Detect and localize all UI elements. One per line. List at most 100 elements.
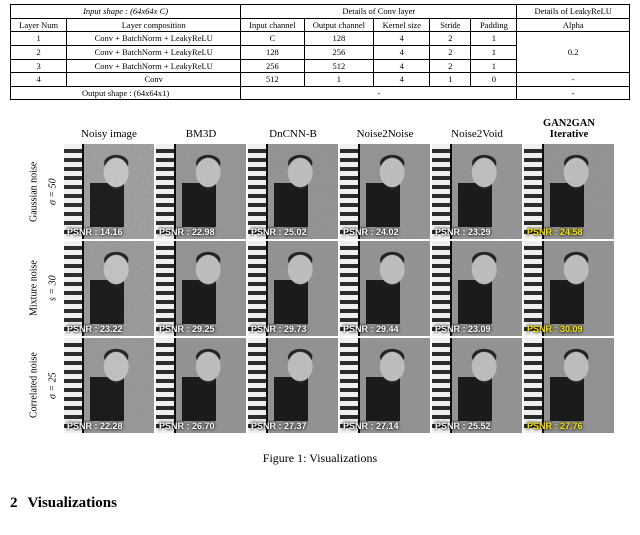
- cell-out: 1: [304, 73, 374, 87]
- figure-cell: PSNR : 27.37: [248, 338, 338, 433]
- col-ksize: Kernel size: [374, 18, 430, 32]
- figure-cell: PSNR : 27.76: [524, 338, 614, 433]
- header-input-shape: Input shape : (64x64x C): [11, 5, 241, 19]
- figure-cell: PSNR : 29.44: [340, 241, 430, 336]
- cell-comp: Conv + BatchNorm + LeakyReLU: [67, 45, 241, 59]
- header-leaky-details: Details of LeakyReLU: [517, 5, 630, 19]
- architecture-table: Input shape : (64x64x C) Details of Conv…: [10, 4, 630, 100]
- psnr-label: PSNR : 29.44: [340, 322, 430, 336]
- table-row: 1 Conv + BatchNorm + LeakyReLU C 128 4 2…: [11, 32, 630, 46]
- cell-s: 2: [430, 32, 471, 46]
- table-header-top: Input shape : (64x64x C) Details of Conv…: [11, 5, 630, 19]
- column-header: DnCNN-B: [248, 128, 338, 142]
- cell-output-shape: Output shape : (64x64x1): [11, 86, 241, 100]
- figure-caption: Figure 1: Visualizations: [10, 451, 630, 466]
- table-row: 4 Conv 512 1 4 1 0 -: [11, 73, 630, 87]
- figure-cell: PSNR : 27.14: [340, 338, 430, 433]
- section-number: 2: [10, 495, 18, 511]
- cell-s: 2: [430, 45, 471, 59]
- column-header: Noise2Void: [432, 128, 522, 142]
- col-alpha: Alpha: [517, 18, 630, 32]
- row-label-noise-type: Mixture noise: [26, 241, 42, 336]
- page: Input shape : (64x64x C) Details of Conv…: [0, 0, 640, 522]
- cell-p: 1: [471, 59, 517, 73]
- psnr-label: PSNR : 24.02: [340, 225, 430, 239]
- figure-cell: PSNR : 24.02: [340, 144, 430, 239]
- psnr-label: PSNR : 22.28: [64, 419, 154, 433]
- psnr-label: PSNR : 27.76: [524, 419, 614, 433]
- cell-n: 3: [11, 59, 67, 73]
- psnr-label: PSNR : 26.70: [156, 419, 246, 433]
- figure-cell: PSNR : 29.73: [248, 241, 338, 336]
- cell-in: 256: [241, 59, 304, 73]
- column-header: BM3D: [156, 128, 246, 142]
- cell-k: 4: [374, 32, 430, 46]
- psnr-label: PSNR : 30.09: [524, 322, 614, 336]
- section-title-text: Visualizations: [28, 495, 117, 511]
- column-header: Noise2Noise: [340, 128, 430, 142]
- figure-cell: PSNR : 25.02: [248, 144, 338, 239]
- row-label-noise-type: Gaussian noise: [26, 144, 42, 239]
- table-header-cols: Layer Num Layer composition Input channe…: [11, 18, 630, 32]
- psnr-label: PSNR : 24.58: [524, 225, 614, 239]
- cell-out: 512: [304, 59, 374, 73]
- psnr-label: PSNR : 23.29: [432, 225, 522, 239]
- cell-k: 4: [374, 73, 430, 87]
- psnr-label: PSNR : 14.16: [64, 225, 154, 239]
- psnr-label: PSNR : 22.98: [156, 225, 246, 239]
- psnr-label: PSNR : 29.73: [248, 322, 338, 336]
- psnr-label: PSNR : 25.52: [432, 419, 522, 433]
- cell-dash: -: [241, 86, 517, 100]
- column-header: Noisy image: [64, 128, 154, 142]
- figure-cell: PSNR : 23.09: [432, 241, 522, 336]
- psnr-label: PSNR : 27.14: [340, 419, 430, 433]
- cell-alpha-dash: -: [517, 73, 630, 87]
- col-in-ch: Input channel: [241, 18, 304, 32]
- cell-alpha: 0.2: [517, 32, 630, 73]
- header-conv-details: Details of Conv layer: [241, 5, 517, 19]
- cell-s: 1: [430, 73, 471, 87]
- row-label-noise-level: s = 30: [44, 241, 62, 336]
- figure-cell: PSNR : 23.22: [64, 241, 154, 336]
- table-row-output: Output shape : (64x64x1) - -: [11, 86, 630, 100]
- cell-out: 128: [304, 32, 374, 46]
- psnr-label: PSNR : 29.25: [156, 322, 246, 336]
- col-layer-comp: Layer composition: [67, 18, 241, 32]
- figure-wrapper: Noisy imageBM3DDnCNN-BNoise2NoiseNoise2V…: [10, 124, 630, 466]
- psnr-label: PSNR : 25.02: [248, 225, 338, 239]
- cell-n: 2: [11, 45, 67, 59]
- cell-in: C: [241, 32, 304, 46]
- cell-n: 1: [11, 32, 67, 46]
- figure-cell: PSNR : 30.09: [524, 241, 614, 336]
- psnr-label: PSNR : 23.09: [432, 322, 522, 336]
- figure-cell: PSNR : 23.29: [432, 144, 522, 239]
- cell-in: 512: [241, 73, 304, 87]
- cell-p: 0: [471, 73, 517, 87]
- col-layer-num: Layer Num: [11, 18, 67, 32]
- cell-k: 4: [374, 45, 430, 59]
- row-label-noise-level: σ = 25: [44, 338, 62, 433]
- cell-k: 4: [374, 59, 430, 73]
- figure-cell: PSNR : 22.98: [156, 144, 246, 239]
- figure-cell: PSNR : 14.16: [64, 144, 154, 239]
- column-header: GAN2GANIterative: [524, 118, 614, 142]
- cell-comp: Conv: [67, 73, 241, 87]
- cell-p: 1: [471, 32, 517, 46]
- cell-comp: Conv + BatchNorm + LeakyReLU: [67, 59, 241, 73]
- cell-in: 128: [241, 45, 304, 59]
- col-out-ch: Output channel: [304, 18, 374, 32]
- cell-p: 1: [471, 45, 517, 59]
- cell-dash: -: [517, 86, 630, 100]
- col-stride: Stride: [430, 18, 471, 32]
- cell-comp: Conv + BatchNorm + LeakyReLU: [67, 32, 241, 46]
- section-heading: 2 Visualizations: [10, 494, 630, 512]
- psnr-label: PSNR : 27.37: [248, 419, 338, 433]
- figure-cell: PSNR : 26.70: [156, 338, 246, 433]
- figure-grid: Noisy imageBM3DDnCNN-BNoise2NoiseNoise2V…: [10, 124, 630, 433]
- col-pad: Padding: [471, 18, 517, 32]
- row-label-noise-level: σ = 50: [44, 144, 62, 239]
- psnr-label: PSNR : 23.22: [64, 322, 154, 336]
- cell-n: 4: [11, 73, 67, 87]
- row-label-noise-type: Correlated noise: [26, 338, 42, 433]
- cell-out: 256: [304, 45, 374, 59]
